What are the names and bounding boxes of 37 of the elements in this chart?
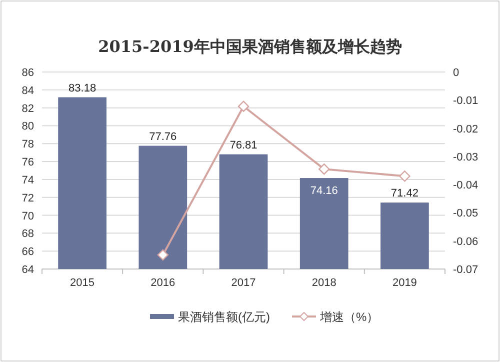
- y2-tick-label: -0.07: [453, 264, 478, 276]
- point: [238, 100, 250, 112]
- point: [157, 249, 168, 261]
- y-tick-label: 86: [22, 67, 34, 79]
- y2-tick-label: -0.04: [453, 180, 478, 192]
- y-tick-label: 84: [22, 84, 34, 97]
- chart-title: 2015-2019年中国果酒销售额及增长趋势: [98, 37, 402, 56]
- y-tick-label: 70: [22, 210, 34, 222]
- y-tick-label: 72: [22, 192, 34, 204]
- y-tick-label: 64: [22, 264, 34, 276]
- legend-label: 果酒销售额(亿元): [178, 310, 270, 324]
- y-tick-label: 80: [22, 120, 34, 133]
- y-tick-label: 74: [22, 174, 34, 186]
- y-tick-label: 66: [22, 246, 34, 258]
- y-tick-label: 68: [22, 228, 34, 240]
- x-tick-label: 2019: [392, 277, 417, 289]
- point: [318, 163, 330, 175]
- x-tick-label: 2018: [312, 277, 336, 289]
- x-tick-label: 2015: [70, 277, 95, 289]
- legend-label: 增速（%）: [319, 310, 379, 324]
- y-tick-label: 82: [22, 102, 34, 115]
- x-tick-label: 2016: [150, 277, 176, 289]
- y2-tick-label: -0.03: [453, 151, 478, 164]
- data-label: 71.42: [390, 188, 418, 200]
- y2-tick-label: -0.01: [453, 95, 478, 108]
- point: [399, 170, 410, 182]
- y2-tick-label: -0.06: [453, 236, 478, 248]
- y-tick-label: 78: [22, 138, 34, 151]
- y2-tick-label: -0.02: [453, 123, 478, 136]
- data-label: 83.18: [68, 82, 96, 94]
- data-label: 76.81: [230, 139, 258, 152]
- x-tick-label: 2017: [231, 277, 256, 289]
- y2-tick-label: 0: [453, 67, 460, 79]
- y-tick-label: 76: [22, 156, 34, 169]
- y2-tick-label: -0.05: [453, 208, 478, 220]
- data-label: 77.76: [149, 130, 177, 143]
- data-label: 74.16: [310, 185, 338, 198]
